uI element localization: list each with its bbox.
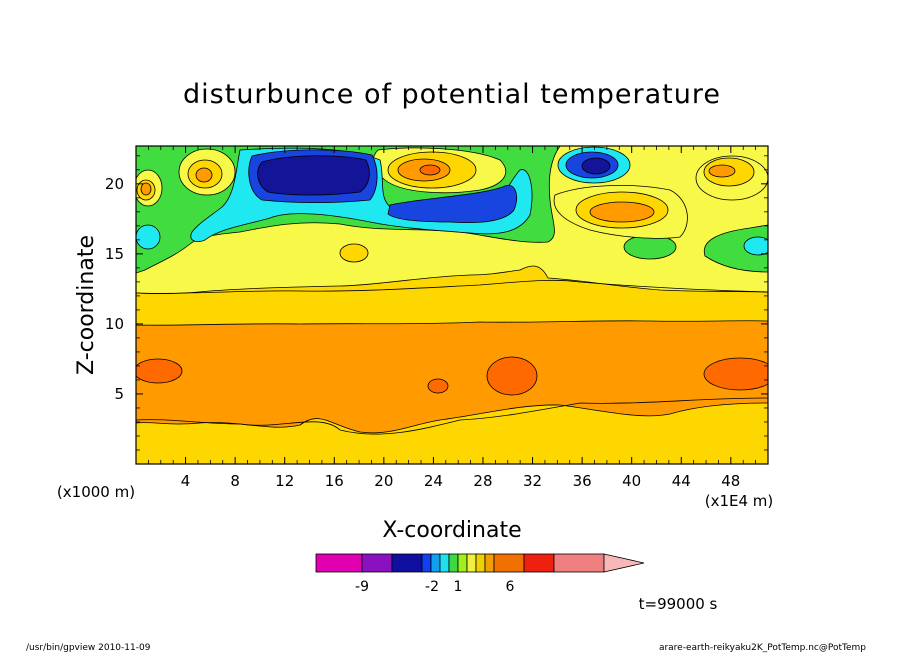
- y-axis: 5 10 15 20: [105, 155, 768, 451]
- contour-line: [136, 397, 768, 435]
- contour-band-m3: [387, 184, 517, 224]
- colorbar-segment: [430, 553, 441, 573]
- contour-band-m2: [136, 224, 161, 250]
- y-axis-title: Z-coordinate: [74, 235, 99, 375]
- colorbar-segment: [448, 553, 459, 573]
- colorbar-segment: [439, 553, 450, 573]
- colorbar-extend-arrow: [603, 553, 645, 573]
- contour-fill: [136, 146, 768, 464]
- x-tick-label: 28: [473, 472, 492, 490]
- contour-line: [136, 279, 768, 294]
- y-tick-label: 20: [105, 175, 124, 193]
- x-axis: 4 8 12 16 20 24 28 32 36 40 44 48: [147, 146, 757, 490]
- colorbar-segment: [466, 553, 477, 573]
- x-tick-label: 40: [622, 472, 641, 490]
- x-tick-label: 32: [523, 472, 542, 490]
- x-tick-label: 24: [424, 472, 443, 490]
- colorbar-segment: [391, 553, 423, 573]
- contour-band-2: [195, 167, 213, 183]
- contour-band-3: [419, 164, 441, 176]
- x-tick-label: 12: [275, 472, 294, 490]
- x-tick-label: 36: [573, 472, 592, 490]
- contour-band-3: [703, 357, 768, 391]
- contour-band-2: [140, 182, 152, 196]
- time-label: t=99000 s: [639, 595, 718, 613]
- colorbar-label: -2: [425, 579, 439, 595]
- colorbar-segment: [553, 553, 605, 573]
- x-unit-label: (x1E4 m): [705, 492, 774, 510]
- footer-right: arare-earth-reikyaku2K_PotTemp.nc@PotTem…: [659, 643, 866, 653]
- x-tick-label: 48: [721, 472, 740, 490]
- contour-band-3: [486, 356, 538, 396]
- colorbar-segment: [484, 553, 495, 573]
- x-axis-title: X-coordinate: [382, 518, 521, 543]
- colorbar-segment: [523, 553, 555, 573]
- y-tick-label: 10: [105, 315, 124, 333]
- contour-band-m4: [581, 157, 611, 175]
- colorbar-segment: [361, 553, 393, 573]
- contour-band-m4: [257, 155, 370, 196]
- contour-band-3: [427, 378, 449, 394]
- colorbar: -9 -2 1 6: [315, 553, 645, 595]
- contour-band-1: [339, 243, 369, 263]
- contour-band-m2: [743, 236, 768, 256]
- x-tick-label: 16: [325, 472, 344, 490]
- x-tick-label: 20: [374, 472, 393, 490]
- y-tick-label: 15: [105, 245, 124, 263]
- contour-band-2: [136, 320, 768, 434]
- x-tick-label: 8: [230, 472, 240, 490]
- contour-band-3: [136, 358, 183, 384]
- contour-band-2: [708, 164, 736, 178]
- colorbar-label: 6: [506, 579, 515, 595]
- colorbar-label: -9: [355, 579, 369, 595]
- colorbar-segment: [315, 553, 363, 573]
- colorbar-segment: [457, 553, 468, 573]
- x-tick-label: 4: [181, 472, 191, 490]
- chart-title: disturbunce of potential temperature: [183, 79, 721, 110]
- x-tick-label: 44: [672, 472, 691, 490]
- colorbar-segment: [493, 553, 525, 573]
- colorbar-segment: [421, 553, 432, 573]
- plot-frame: [135, 145, 769, 465]
- contour-band-2: [589, 201, 655, 223]
- footer-left: /usr/bin/gpview 2010-11-09: [26, 643, 151, 653]
- colorbar-segment: [475, 553, 486, 573]
- y-tick-label: 5: [114, 385, 124, 403]
- y-unit-label: (x1000 m): [57, 483, 135, 501]
- colorbar-label: 1: [454, 579, 463, 595]
